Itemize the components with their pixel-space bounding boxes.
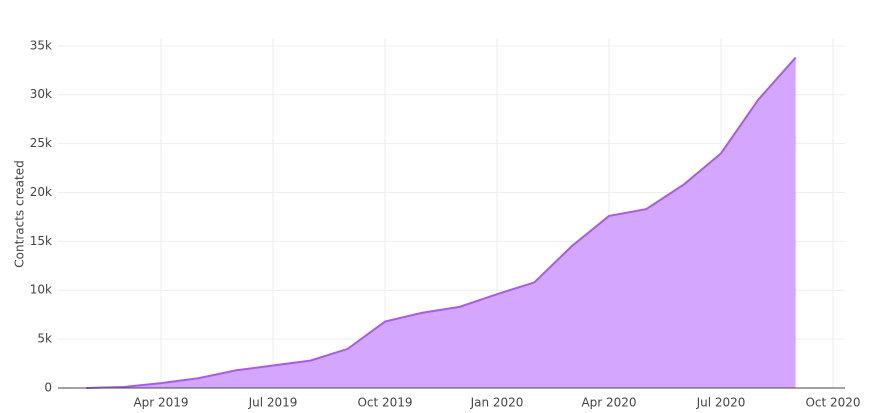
area-line	[86, 56, 797, 389]
x-tick-label: Apr 2020	[581, 396, 636, 410]
x-tick-label: Jul 2020	[696, 396, 746, 410]
x-tick-label: Oct 2020	[805, 396, 860, 410]
x-tick-label: Jan 2020	[470, 396, 524, 410]
area-fill	[86, 57, 796, 389]
y-tick-label: 35k	[30, 38, 52, 52]
y-tick-label: 30k	[30, 87, 52, 101]
x-tick-label: Jul 2019	[248, 396, 298, 410]
y-tick-label: 10k	[30, 283, 52, 297]
y-tick-label: 25k	[30, 136, 52, 150]
x-tick-label: Apr 2019	[133, 396, 188, 410]
y-tick-label: 0	[44, 381, 52, 395]
y-tick-label: 20k	[30, 185, 52, 199]
y-axis-label: Contracts created	[13, 160, 27, 267]
x-tick-label: Oct 2019	[357, 396, 412, 410]
y-tick-label: 15k	[30, 234, 52, 248]
y-tick-label: 5k	[37, 332, 52, 346]
